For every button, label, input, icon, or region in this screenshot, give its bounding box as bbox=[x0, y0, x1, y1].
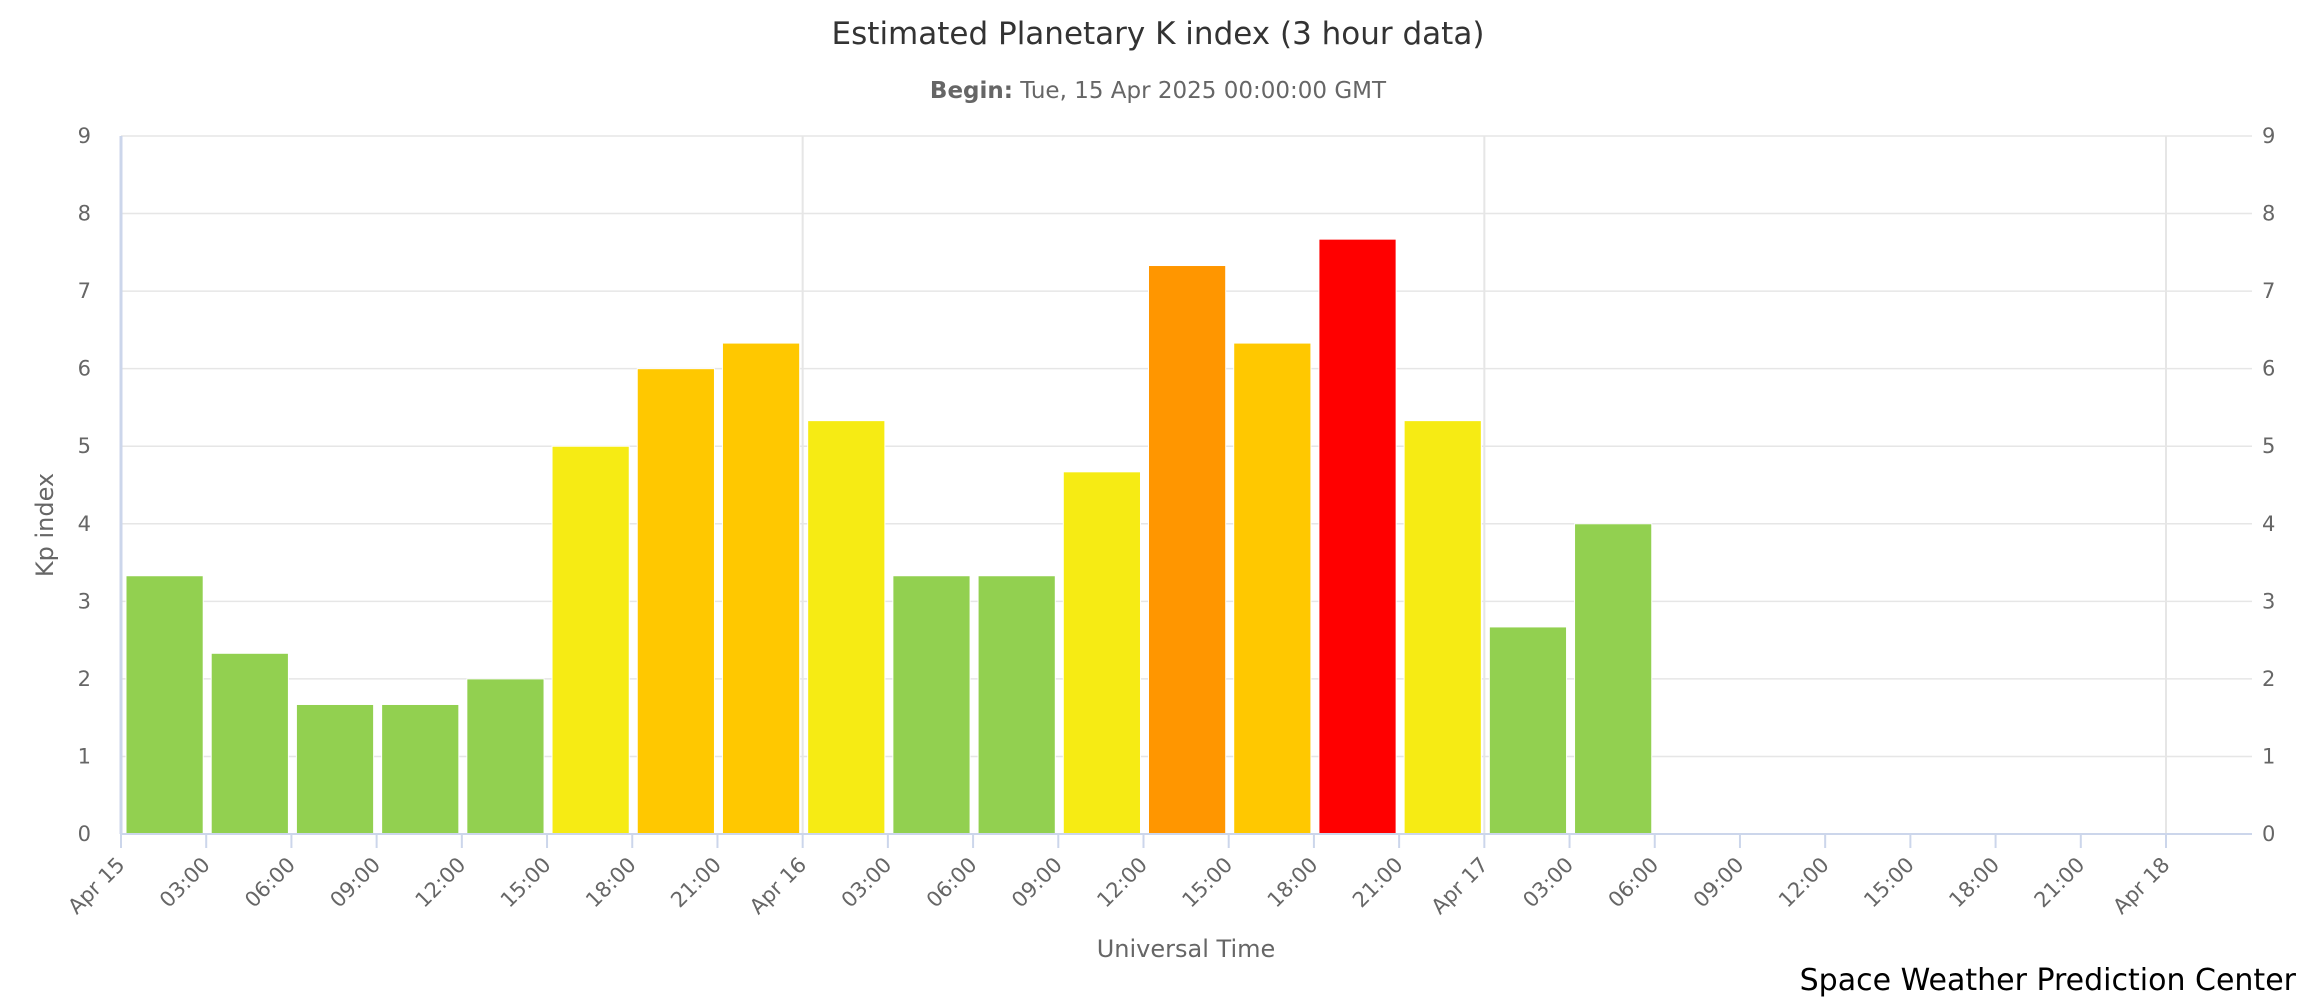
y-tick-label-left: 7 bbox=[78, 279, 91, 303]
kp-bar[interactable] bbox=[1574, 523, 1653, 835]
y-tick-label-right: 3 bbox=[2262, 589, 2275, 613]
kp-bar[interactable] bbox=[1062, 471, 1141, 835]
kp-bar[interactable] bbox=[210, 652, 289, 835]
y-axis-right-ticks: 0 1 2 3 4 5 6 7 8 9 bbox=[2262, 124, 2275, 846]
kp-bar[interactable] bbox=[551, 445, 630, 835]
y-tick-label-right: 7 bbox=[2262, 279, 2275, 303]
kp-bar[interactable] bbox=[1318, 238, 1397, 835]
chart-title: Estimated Planetary K index (3 hour data… bbox=[832, 16, 1485, 52]
chart-subtitle: Begin: Tue, 15 Apr 2025 00:00:00 GMT bbox=[930, 78, 1387, 104]
y-tick-label-right: 1 bbox=[2262, 744, 2275, 768]
y-tick-label-right: 4 bbox=[2262, 512, 2275, 536]
kp-bar[interactable] bbox=[1403, 420, 1482, 835]
kp-bar[interactable] bbox=[1148, 265, 1227, 835]
y-tick-label-right: 2 bbox=[2262, 667, 2275, 691]
kp-bar[interactable] bbox=[1488, 626, 1568, 835]
subtitle-label: Begin: bbox=[930, 78, 1013, 104]
kp-bar[interactable] bbox=[1233, 342, 1312, 835]
y-tick-label-left: 2 bbox=[78, 667, 91, 691]
y-axis-left-ticks: 0 1 2 3 4 5 6 7 8 9 bbox=[78, 124, 91, 846]
kp-bar[interactable] bbox=[636, 368, 715, 835]
y-tick-label-right: 9 bbox=[2262, 124, 2275, 148]
kp-bar[interactable] bbox=[125, 575, 204, 835]
y-tick-label-left: 8 bbox=[78, 202, 91, 226]
chart-credit: Space Weather Prediction Center bbox=[1800, 963, 2297, 998]
subtitle-value: Tue, 15 Apr 2025 00:00:00 GMT bbox=[1019, 78, 1387, 104]
x-axis-title: Universal Time bbox=[1097, 935, 1276, 963]
y-tick-label-left: 5 bbox=[78, 434, 91, 458]
y-tick-label-left: 6 bbox=[78, 357, 91, 381]
y-tick-label-right: 8 bbox=[2262, 202, 2275, 226]
kp-bar[interactable] bbox=[807, 420, 886, 835]
kp-bar[interactable] bbox=[381, 703, 460, 835]
bars bbox=[125, 238, 1653, 835]
kp-bar[interactable] bbox=[977, 575, 1056, 835]
y-tick-label-right: 6 bbox=[2262, 357, 2275, 381]
y-tick-label-left: 1 bbox=[78, 744, 91, 768]
y-tick-label-left: 0 bbox=[78, 822, 91, 846]
y-tick-label-right: 5 bbox=[2262, 434, 2275, 458]
y-tick-label-left: 4 bbox=[78, 512, 91, 536]
kp-bar[interactable] bbox=[466, 678, 545, 835]
y-tick-label-left: 3 bbox=[78, 589, 91, 613]
y-tick-label-right: 0 bbox=[2262, 822, 2275, 846]
y-tick-label-left: 9 bbox=[78, 124, 91, 148]
y-axis-title: Kp index bbox=[31, 473, 59, 577]
kp-bar[interactable] bbox=[295, 703, 375, 835]
kp-bar[interactable] bbox=[892, 575, 971, 835]
axes bbox=[119, 136, 2252, 835]
kp-bar[interactable] bbox=[721, 342, 801, 835]
